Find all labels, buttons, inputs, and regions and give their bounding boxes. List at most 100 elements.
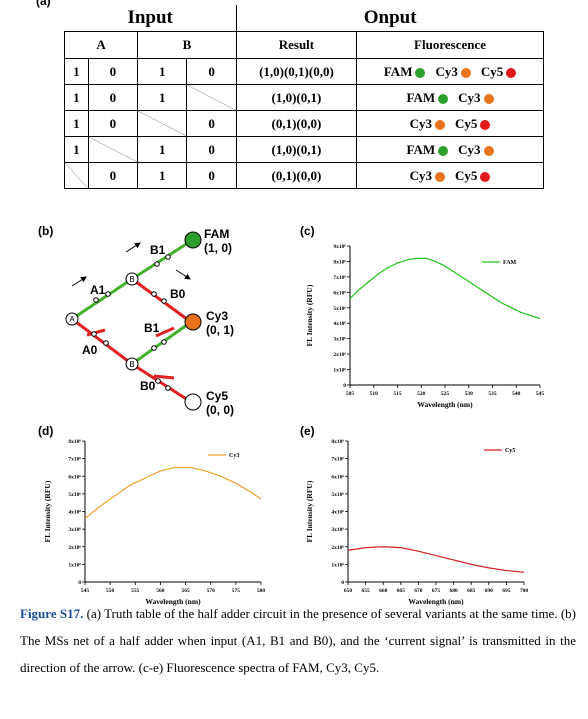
fluor-name: Cy3 [409,167,433,183]
result-cell: (1,0)(0,1)(0,0) [235,58,358,85]
fluor-entry: Cy3 [409,167,446,183]
x-axis-title: Wavelength (nm) [145,597,201,606]
x-tick-label: 540 [512,391,521,397]
input-cell: 0 [186,162,237,189]
y-tick-label: 0 [343,383,346,389]
output-cy3-node [184,313,202,331]
y-tick-label: 0 [78,580,81,586]
y-tick-label: 7x10⁶ [331,457,344,463]
blocker-b1 [155,326,175,338]
panel-a-label: (a) [36,0,51,8]
input-cell: 0 [87,84,139,111]
y-axis-title: FL Intensity (RFU) [43,480,52,542]
blocker-b0 [153,374,175,380]
truth-row: 1 0 1 (1,0)(0,1) FAM Cy3 [64,84,544,111]
x-tick-label: 530 [465,391,474,397]
caption-text: (a) Truth table of the half adder circui… [20,606,576,675]
x-tick-label: 685 [467,588,476,594]
fluor-dot-icon [460,67,471,78]
y-tick-label: 6x10⁶ [68,474,81,480]
legend-label: Cy5 [505,448,515,454]
arrow-icon [125,242,141,253]
panel-b-label: (b) [38,224,54,238]
input-cell: 1 [64,136,89,163]
input-cell: 0 [87,162,139,189]
fluor-entry: Cy5 [455,167,491,183]
input-cell: 1 [64,58,89,85]
fluor-name: Cy3 [458,89,481,105]
empty-diagonal-cell [186,84,237,111]
chart-cy3-spectrum: 0 1x10⁶ 2x10⁶ 3x10⁶ 4x10⁶ 5x10⁶ 6x10⁶ 7x10⁶ 8x10… [43,439,265,606]
node-a-text: A [69,315,75,324]
empty-diagonal-cell [64,162,89,189]
series-line-cy3 [84,466,262,520]
chart-cy5-spectrum: 0 1x10⁶ 2x10⁶ 3x10⁶ 4x10⁶ 5x10⁶ 6x10⁶ 7x10⁶ 8x10… [305,439,528,606]
fluor-entry: Cy3 [410,116,446,131]
input-cell: 1 [64,84,89,111]
truth-row: 1 0 0 (0,1)(0,0) Cy3 Cy5 [64,110,544,137]
header-output: Onput [235,5,544,32]
node-b-upper-text: B [129,275,134,284]
result-cell: (1,0)(0,1) [235,84,358,111]
empty-diagonal-cell [137,110,188,137]
result-cell: (0,1)(0,0) [235,162,358,189]
series-line-cy5 [347,546,525,573]
fluor-dot-icon [480,171,491,182]
fluor-dot-icon [438,145,449,156]
input-cell: 0 [186,136,237,163]
input-cell: 1 [137,58,188,85]
fluor-entry: FAM [384,64,426,79]
fluor-entry: Cy5 [455,116,491,131]
x-tick-label: 510 [370,391,379,397]
x-tick-label: 525 [441,391,450,397]
fluorescence-cell: FAM Cy3 [356,84,544,111]
y-tick-label: 1x10⁶ [68,562,81,568]
caption-figure-number: Figure S17. [20,606,84,621]
y-tick-label: 5x10⁶ [331,492,344,498]
y-tick-label: 7x10⁶ [333,275,346,281]
fluorescence-cell: Cy3 Cy5 [356,162,544,189]
fluor-entry: Cy5 [481,64,517,79]
node-b-upper [125,272,139,286]
y-tick-label: 3x10⁶ [68,527,81,533]
fluor-name: Cy5 [455,167,478,183]
figure-caption: Figure S17. (a) Truth table of the half … [20,600,576,681]
fluor-entry: FAM [407,90,449,105]
fluor-name: Cy3 [458,141,481,157]
wire-b0-to-cy5 [131,362,192,404]
fluor-dot-icon [480,119,491,130]
fluor-dot-icon [435,119,446,130]
col-b-header: B [137,31,237,59]
fluor-entry: FAM [407,142,449,157]
fluor-name: Cy3 [435,63,458,79]
wire-a0 [71,317,133,366]
y-tick-label: 1x10⁶ [333,368,346,374]
input-cell: 0 [186,110,237,137]
fluor-dot-icon [435,171,446,182]
y-tick-label: 0 [341,580,344,586]
label-b1-mid: B1 [144,321,160,335]
x-tick-label: 515 [393,391,402,397]
x-tick-label: 680 [449,588,458,594]
x-tick-label: 545 [536,391,545,397]
y-tick-label: 2x10⁶ [333,352,346,358]
fluor-name: FAM [383,63,413,79]
input-cell: 1 [137,162,188,189]
y-tick-label: 2x10⁶ [331,545,344,551]
output-cy3-value: (0, 1) [206,323,234,337]
x-axis-title: Wavelength (nm) [408,597,464,606]
panel-e-label: (e) [300,424,315,438]
label-b0-bot: B0 [140,379,156,393]
arrow-icon [71,276,87,287]
label-a0: A0 [82,343,98,357]
y-tick-label: 2x10⁶ [68,545,81,551]
col-result-header: Result [235,31,358,59]
y-axis-title: FL Intensity (RFU) [305,480,314,542]
fluorescence-cell: FAM Cy3 [356,136,544,163]
wire-a-to-b1 [71,277,133,321]
x-tick-label: 545 [81,588,90,594]
y-tick-label: 3x10⁶ [331,527,344,533]
y-tick-label: 6x10⁶ [333,290,346,296]
legend-label: Cy3 [229,453,239,459]
ms-network-diagram: A B B B1 A1 B0 B1 A0 B0 FAM (1, 0) Cy3 (… [65,227,234,417]
